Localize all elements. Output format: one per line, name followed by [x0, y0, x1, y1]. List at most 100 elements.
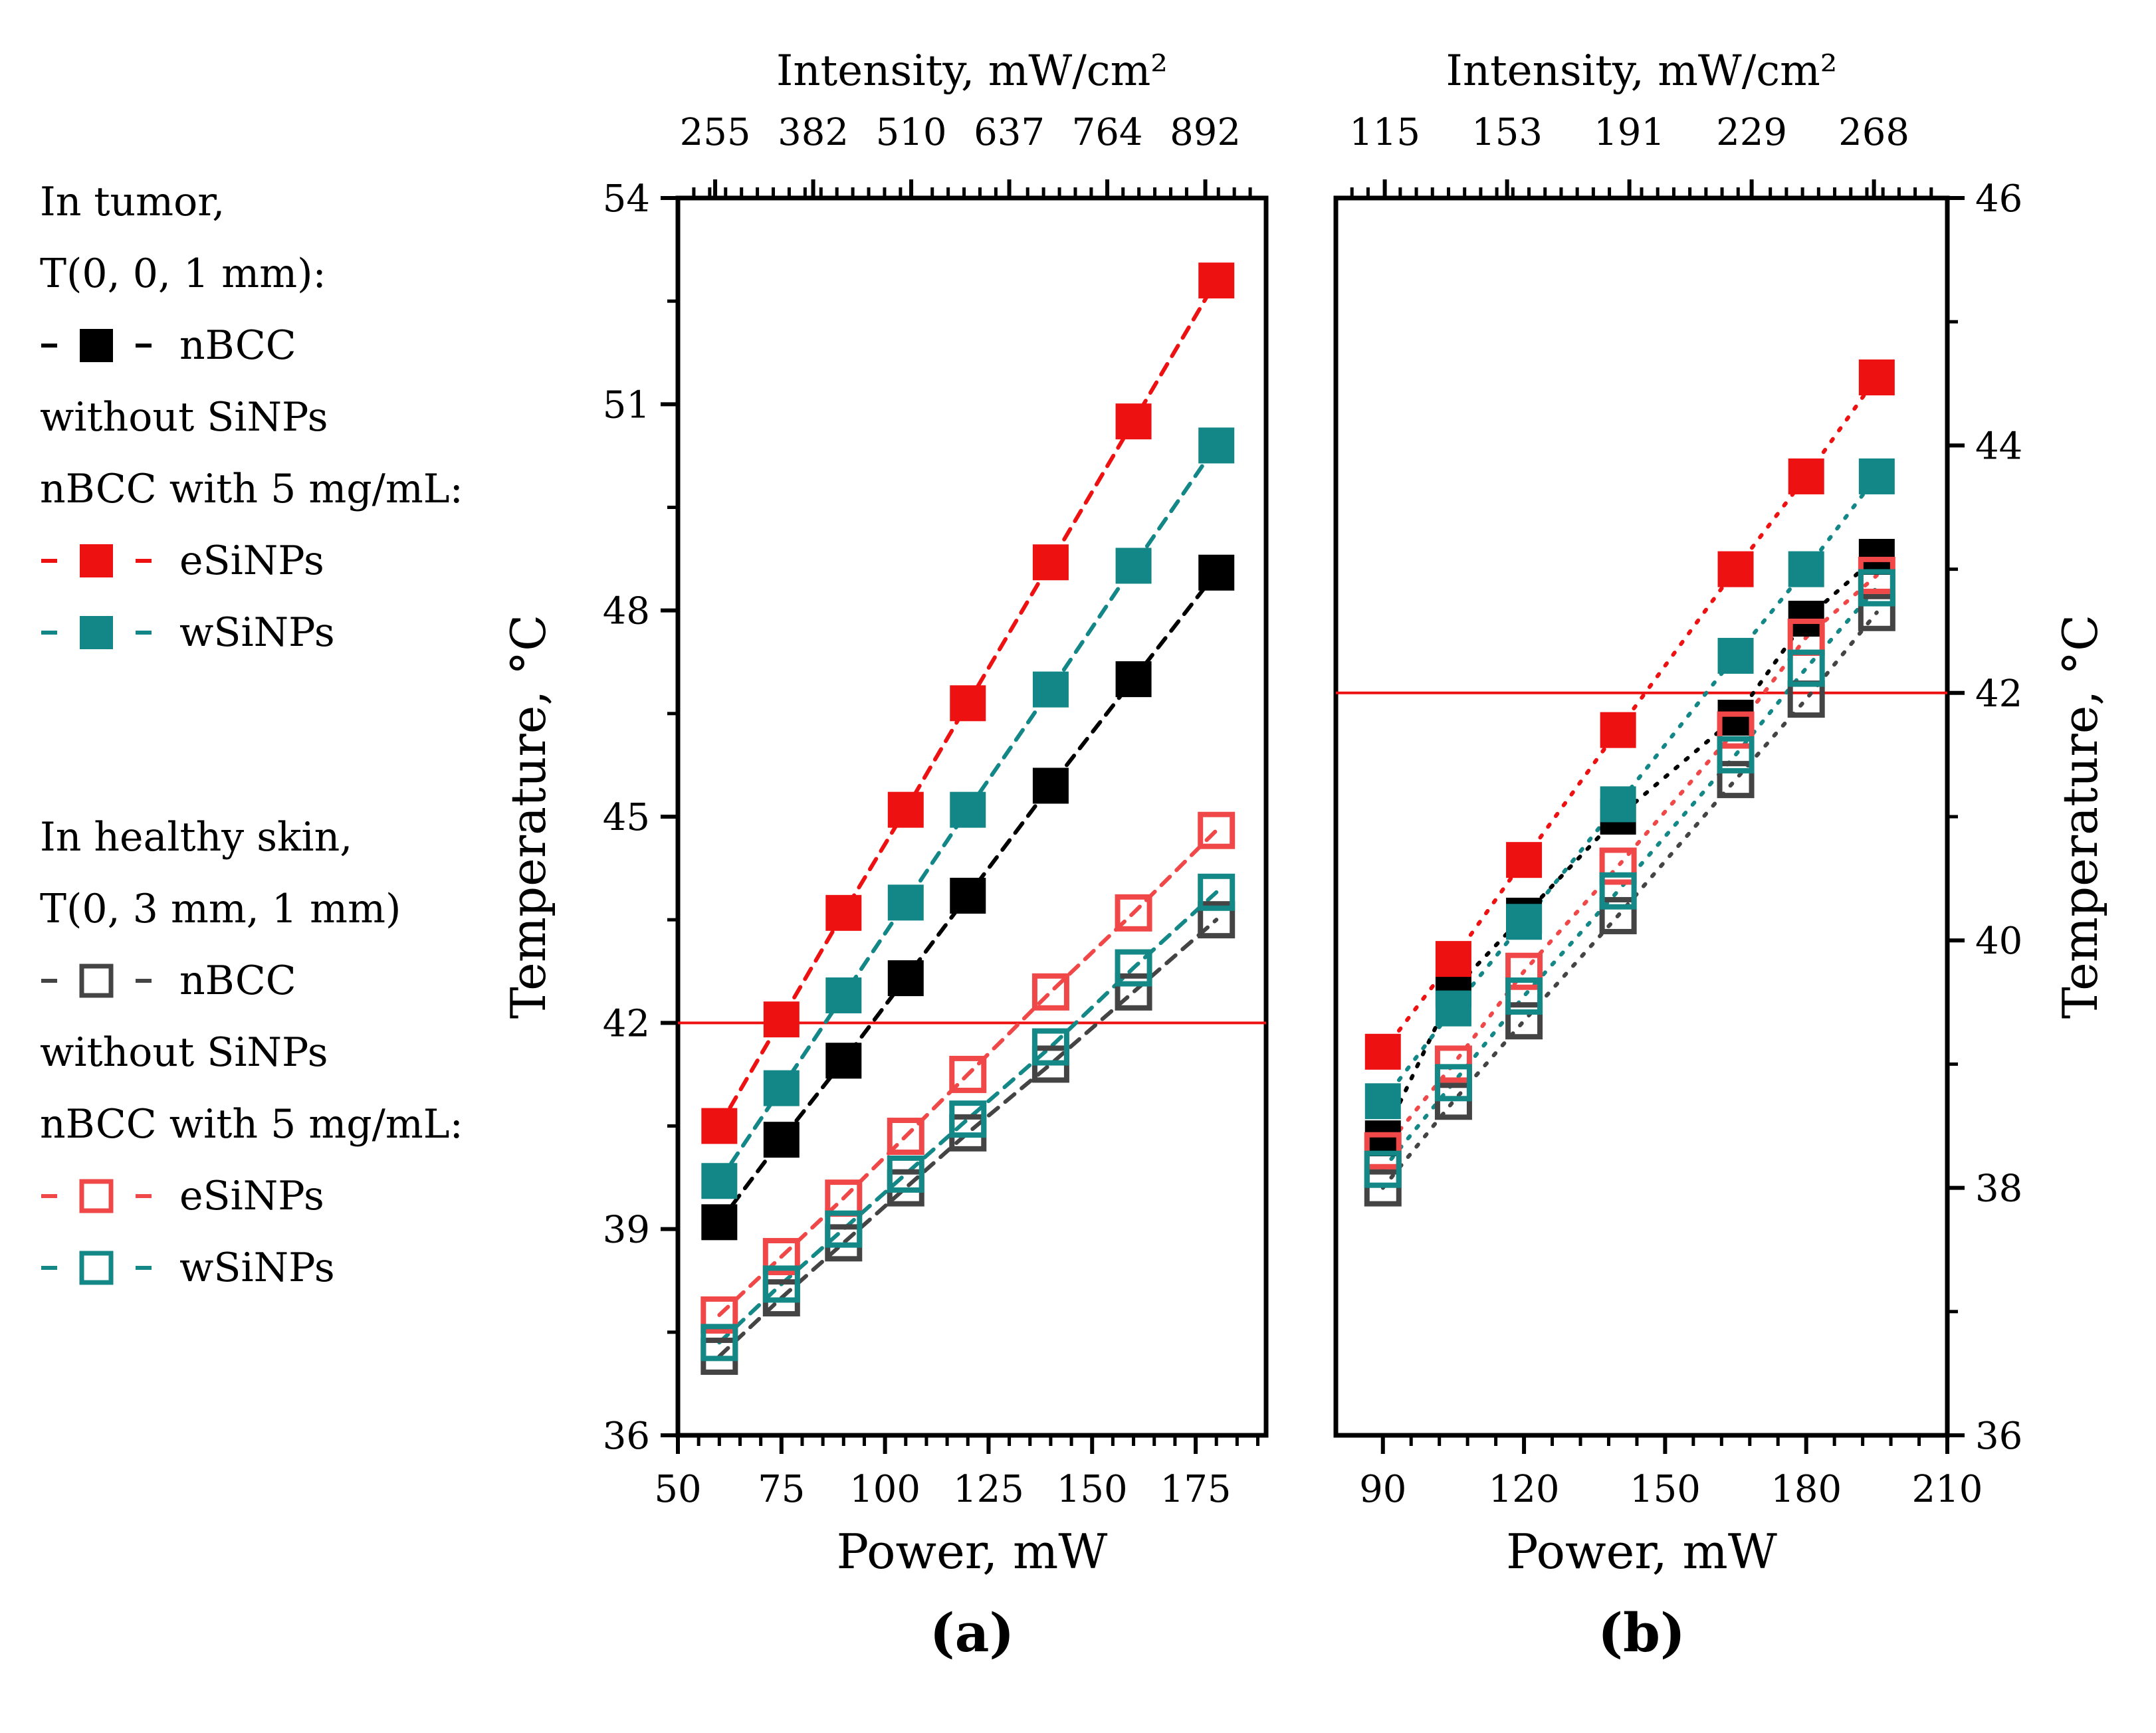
data-point-open: [1434, 1064, 1472, 1102]
legend-marker-open: [79, 1251, 114, 1285]
x-tick-label: 150: [1630, 1468, 1701, 1511]
x2-tick-label: 382: [778, 111, 849, 154]
data-point-filled: [825, 977, 862, 1013]
data-point-filled: [1858, 359, 1895, 395]
data-point-open: [1599, 872, 1637, 910]
legend-label: nBCC: [179, 322, 296, 369]
data-point-filled: [1435, 990, 1471, 1027]
legend-entry-tumor-esinps: eSiNPs: [40, 525, 518, 597]
legend-tumor-title-1: In tumor,: [40, 179, 225, 225]
data-point-open: [1505, 952, 1543, 990]
x2-tick-label: 764: [1072, 111, 1143, 154]
data-point-filled: [1032, 671, 1069, 708]
data-point-filled: [1032, 544, 1069, 581]
x2-tick-label: 229: [1716, 111, 1787, 154]
data-point-open: [825, 1210, 863, 1248]
legend-label: eSiNPs: [179, 1173, 324, 1219]
y-tick-label: 40: [1975, 920, 2022, 963]
series-line: [717, 278, 1219, 1128]
y-tick-label: 38: [1975, 1168, 2022, 1211]
data-point-filled: [1198, 427, 1235, 464]
data-point-open: [1364, 1150, 1402, 1188]
data-point-filled: [701, 1163, 738, 1199]
legend-healthy-title-1: In healthy skin,: [40, 814, 353, 861]
data-point-open: [1505, 1002, 1543, 1040]
data-point-filled: [1506, 842, 1543, 878]
data-point-open: [1599, 896, 1637, 934]
data-point-open: [1031, 973, 1069, 1011]
data-point-open: [1858, 593, 1895, 631]
legend-entry-tumor-nbcc: nBCC: [40, 310, 518, 381]
data-point-filled: [701, 1108, 738, 1144]
x-tick-label: 50: [654, 1468, 701, 1511]
data-point-filled: [763, 1001, 800, 1038]
data-point-filled: [1788, 551, 1824, 587]
data-point-open: [1198, 901, 1236, 939]
x-tick-label: 125: [953, 1468, 1024, 1511]
data-point-open: [762, 1265, 800, 1303]
data-point-open: [1787, 649, 1825, 687]
data-point-filled: [1364, 1120, 1401, 1157]
data-point-filled: [950, 685, 986, 722]
x-tick-label: 90: [1359, 1468, 1406, 1511]
data-point-filled: [887, 884, 924, 921]
data-point-filled: [701, 1204, 738, 1241]
data-point-filled: [1364, 1083, 1401, 1120]
legend-healthy-without: without SiNPs: [40, 1029, 328, 1076]
legend-symbol-open-square: [41, 964, 152, 998]
legend-symbol-open-square: [41, 1179, 152, 1213]
data-point-filled: [1198, 262, 1235, 299]
data-point-filled: [1600, 712, 1636, 748]
y-tick-label: 54: [603, 177, 650, 221]
data-point-open: [1717, 736, 1755, 773]
series-line: [1380, 610, 1879, 1190]
data-point-filled: [825, 1043, 862, 1079]
legend-symbol-filled-square: [41, 329, 152, 362]
x-axis-label: Power, mW: [837, 1524, 1108, 1580]
x2-axis-label: Intensity, mW/cm²: [1446, 47, 1838, 96]
legend-tumor-without: without SiNPs: [40, 394, 328, 441]
data-point-filled: [1198, 554, 1235, 591]
data-point-filled: [1717, 637, 1754, 674]
panel-a: 36 39 42 45 48 51 54 50 75 100 125 150 175 255 382 510 6…: [500, 47, 1269, 1664]
x2-tick-label: 191: [1594, 111, 1665, 154]
y-axis-label: Temperature, °C: [2052, 615, 2108, 1019]
data-point-open: [1505, 977, 1543, 1015]
legend-symbol-open-square: [41, 1251, 152, 1285]
legend-entry-healthy-wsinps: wSiNPs: [40, 1232, 518, 1304]
data-point-filled: [763, 1122, 800, 1158]
y-tick-label: 39: [603, 1209, 650, 1252]
y-tick-label: 42: [1975, 672, 2022, 716]
x2-tick-label: 268: [1838, 111, 1909, 154]
x-tick-label: 150: [1057, 1468, 1128, 1511]
y-tick-label: 48: [603, 590, 650, 633]
x-tick-label: 175: [1160, 1468, 1232, 1511]
data-point-open: [1717, 761, 1755, 799]
x-tick-label: 100: [849, 1468, 920, 1511]
data-point-open: [1717, 711, 1755, 749]
legend: In tumor, T(0, 0, 1 mm): nBCC without Si…: [40, 166, 518, 1304]
x-tick-label: 75: [758, 1468, 805, 1511]
data-point-open: [1115, 949, 1152, 987]
legend-label: wSiNPs: [179, 1245, 335, 1291]
y-tick-label: 36: [1975, 1415, 2022, 1458]
y-tick-label: 46: [1975, 177, 2022, 221]
x-tick-label: 210: [1912, 1468, 1983, 1511]
data-point-filled: [825, 894, 862, 931]
legend-label: wSiNPs: [179, 609, 335, 656]
legend-symbol-filled-square: [41, 616, 152, 649]
x2-axis-label: Intensity, mW/cm²: [776, 47, 1168, 96]
data-point-filled: [1506, 904, 1543, 940]
data-point-open: [1031, 1028, 1069, 1066]
data-point-open: [1198, 873, 1236, 911]
x2-tick-label: 892: [1170, 111, 1241, 154]
data-point-filled: [1115, 403, 1152, 440]
data-point-open: [1115, 894, 1152, 932]
data-point-filled: [887, 791, 924, 828]
x2-tick-label: 637: [974, 111, 1045, 154]
legend-entry-healthy-esinps: eSiNPs: [40, 1160, 518, 1232]
legend-label: nBCC: [179, 958, 296, 1004]
x-tick-label: 180: [1771, 1468, 1842, 1511]
x-axis-label: Power, mW: [1506, 1524, 1777, 1580]
